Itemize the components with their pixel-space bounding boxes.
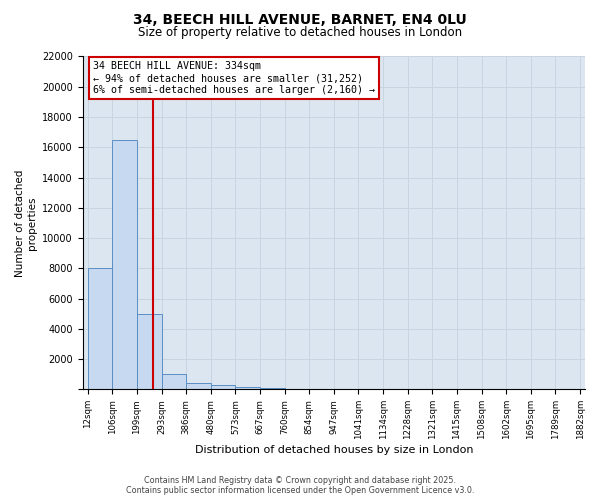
Bar bbox=[235, 387, 260, 390]
Y-axis label: Number of detached
properties: Number of detached properties bbox=[15, 169, 37, 276]
Text: Size of property relative to detached houses in London: Size of property relative to detached ho… bbox=[138, 26, 462, 39]
Bar bbox=[211, 385, 235, 390]
Bar bbox=[161, 374, 186, 390]
Bar bbox=[284, 388, 309, 390]
Bar bbox=[186, 384, 211, 390]
Bar bbox=[112, 140, 137, 390]
Text: Contains HM Land Registry data © Crown copyright and database right 2025.
Contai: Contains HM Land Registry data © Crown c… bbox=[126, 476, 474, 495]
Bar bbox=[137, 314, 161, 390]
Text: 34 BEECH HILL AVENUE: 334sqm
← 94% of detached houses are smaller (31,252)
6% of: 34 BEECH HILL AVENUE: 334sqm ← 94% of de… bbox=[93, 62, 375, 94]
Text: 34, BEECH HILL AVENUE, BARNET, EN4 0LU: 34, BEECH HILL AVENUE, BARNET, EN4 0LU bbox=[133, 12, 467, 26]
X-axis label: Distribution of detached houses by size in London: Distribution of detached houses by size … bbox=[194, 445, 473, 455]
Bar bbox=[260, 388, 284, 390]
Bar bbox=[88, 268, 112, 390]
